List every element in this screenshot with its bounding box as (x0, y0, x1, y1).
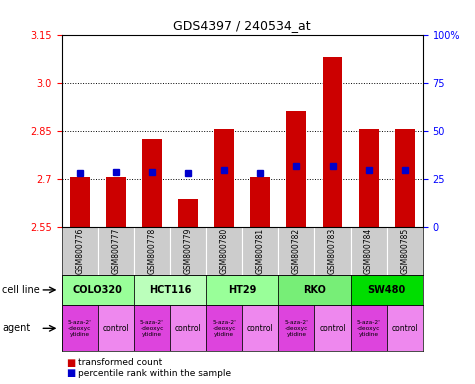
Text: GSM800782: GSM800782 (292, 227, 301, 274)
Bar (278, 275, 351, 305)
Bar (106, 177, 126, 227)
Bar (278, 227, 314, 275)
Text: control: control (103, 324, 129, 333)
Bar (278, 305, 314, 351)
Bar (395, 129, 415, 227)
Text: GSM800785: GSM800785 (400, 227, 409, 274)
Bar (314, 305, 351, 351)
Bar (70, 177, 90, 227)
Bar (178, 199, 198, 227)
Bar (62, 305, 98, 351)
Bar (170, 227, 206, 275)
Text: GSM800780: GSM800780 (220, 227, 228, 274)
Bar (242, 227, 278, 275)
Bar (387, 305, 423, 351)
Bar (359, 129, 379, 227)
Text: RKO: RKO (303, 285, 326, 295)
Text: percentile rank within the sample: percentile rank within the sample (78, 369, 231, 378)
Text: control: control (247, 324, 274, 333)
Bar (351, 275, 423, 305)
Bar (62, 275, 134, 305)
Bar (206, 275, 278, 305)
Text: control: control (319, 324, 346, 333)
Text: 5-aza-2'
-deoxyc
ytidine: 5-aza-2' -deoxyc ytidine (140, 320, 164, 337)
Bar (351, 227, 387, 275)
Text: GSM800783: GSM800783 (328, 227, 337, 274)
Text: 5-aza-2'
-deoxyc
ytidine: 5-aza-2' -deoxyc ytidine (285, 320, 308, 337)
Text: GSM800778: GSM800778 (148, 227, 156, 274)
Text: GSM800777: GSM800777 (112, 227, 120, 274)
Text: HT29: HT29 (228, 285, 256, 295)
Bar (142, 139, 162, 227)
Text: 5-aza-2'
-deoxyc
ytidine: 5-aza-2' -deoxyc ytidine (212, 320, 236, 337)
Title: GDS4397 / 240534_at: GDS4397 / 240534_at (173, 19, 311, 32)
Bar (98, 227, 134, 275)
Text: GSM800781: GSM800781 (256, 227, 265, 274)
Text: ■: ■ (66, 358, 76, 368)
Bar (250, 177, 270, 227)
Bar (134, 227, 170, 275)
Bar (314, 227, 351, 275)
Text: 5-aza-2'
-deoxyc
ytidine: 5-aza-2' -deoxyc ytidine (357, 320, 380, 337)
Text: agent: agent (2, 323, 30, 333)
Text: GSM800784: GSM800784 (364, 227, 373, 274)
Text: transformed count: transformed count (78, 358, 162, 367)
Text: GSM800776: GSM800776 (76, 227, 84, 274)
Bar (242, 305, 278, 351)
Bar (134, 305, 170, 351)
Bar (134, 275, 206, 305)
Bar (62, 227, 98, 275)
Bar (206, 305, 242, 351)
Text: SW480: SW480 (368, 285, 406, 295)
Text: COLO320: COLO320 (73, 285, 123, 295)
Text: control: control (391, 324, 418, 333)
Bar (286, 111, 306, 227)
Bar (214, 129, 234, 227)
Bar (98, 305, 134, 351)
Text: control: control (175, 324, 201, 333)
Text: GSM800779: GSM800779 (184, 227, 192, 274)
Text: ■: ■ (66, 368, 76, 378)
Bar (206, 227, 242, 275)
Text: cell line: cell line (2, 285, 40, 295)
Bar (323, 57, 342, 227)
Text: 5-aza-2'
-deoxyc
ytidine: 5-aza-2' -deoxyc ytidine (68, 320, 92, 337)
Bar (387, 227, 423, 275)
Bar (170, 305, 206, 351)
Text: HCT116: HCT116 (149, 285, 191, 295)
Bar (351, 305, 387, 351)
